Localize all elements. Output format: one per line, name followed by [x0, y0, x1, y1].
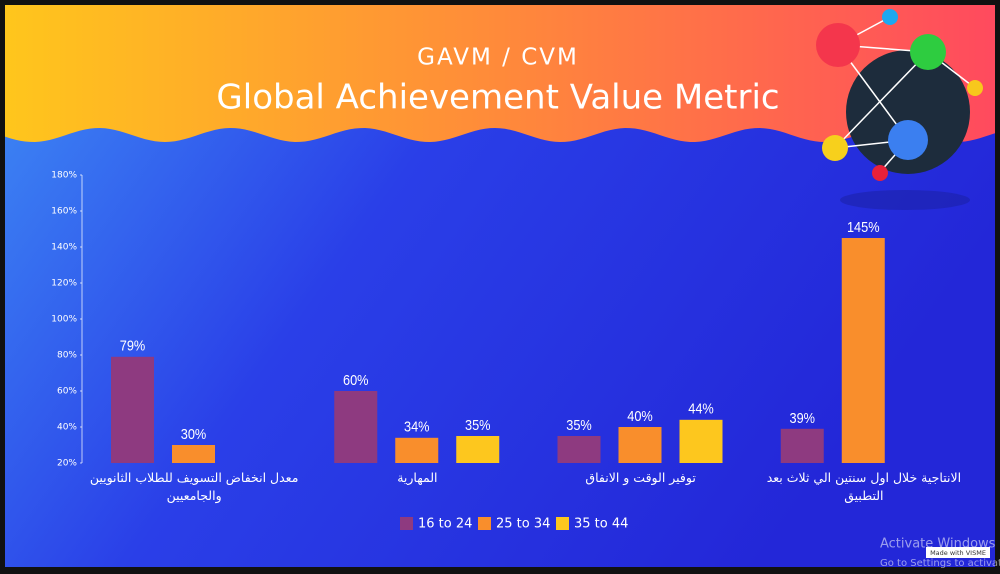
y-tick-label: 60% — [57, 387, 77, 397]
bar — [334, 391, 378, 463]
y-tick-label: 100% — [51, 315, 77, 325]
y-tick-label: 160% — [51, 207, 77, 217]
legend-label: 16 to 24 — [418, 517, 472, 532]
chart-subtitle: GAVM / CVM — [417, 45, 579, 71]
data-label: 145% — [847, 218, 880, 235]
data-label: 79% — [120, 337, 146, 354]
os-overlay: Go to Settings to activate Windows. — [880, 558, 1000, 569]
y-tick-label: 140% — [51, 243, 77, 253]
bar — [557, 436, 601, 463]
bar — [111, 356, 154, 463]
os-overlay: Activate Windows — [880, 537, 996, 552]
x-tick-label: المهارية — [397, 470, 438, 485]
y-tick-label: 120% — [51, 279, 77, 289]
y-tick-label: 20% — [57, 459, 77, 469]
bar — [172, 445, 215, 463]
header-band — [5, 5, 995, 142]
x-tick-label: معدل انخفاض التسويف للطلاب الثانويين وال… — [89, 470, 299, 503]
data-label: 34% — [404, 418, 430, 435]
bar — [841, 238, 885, 463]
bar — [395, 437, 439, 463]
data-label: 35% — [465, 416, 491, 433]
network-icon — [816, 9, 983, 210]
legend-swatch — [400, 517, 413, 530]
footer-badge — [926, 547, 990, 558]
y-tick-label: 180% — [51, 171, 77, 181]
legend-label: 35 to 44 — [574, 517, 628, 532]
footer: Made with VISME — [930, 549, 986, 557]
legend-swatch — [556, 517, 569, 530]
y-tick-label: 40% — [57, 423, 77, 433]
bar — [618, 427, 662, 463]
x-tick-label: توفير الوقت و الانفاق — [585, 470, 696, 485]
data-label: 40% — [627, 407, 653, 424]
chart-title: Global Achievement Value Metric — [216, 78, 779, 118]
data-label: 44% — [688, 400, 714, 417]
x-tick-label: الانتاجية خلال اول سنتين الي ثلاث بعد ال… — [766, 470, 962, 503]
legend-swatch — [478, 517, 491, 530]
legend-label: 25 to 34 — [496, 517, 550, 532]
data-label: 30% — [181, 425, 207, 442]
bar — [456, 436, 500, 463]
data-label: 39% — [789, 409, 815, 426]
bar — [780, 428, 824, 463]
data-label: 35% — [566, 416, 592, 433]
y-tick-label: 80% — [57, 351, 77, 361]
data-label: 60% — [343, 371, 369, 388]
bar — [679, 419, 723, 463]
